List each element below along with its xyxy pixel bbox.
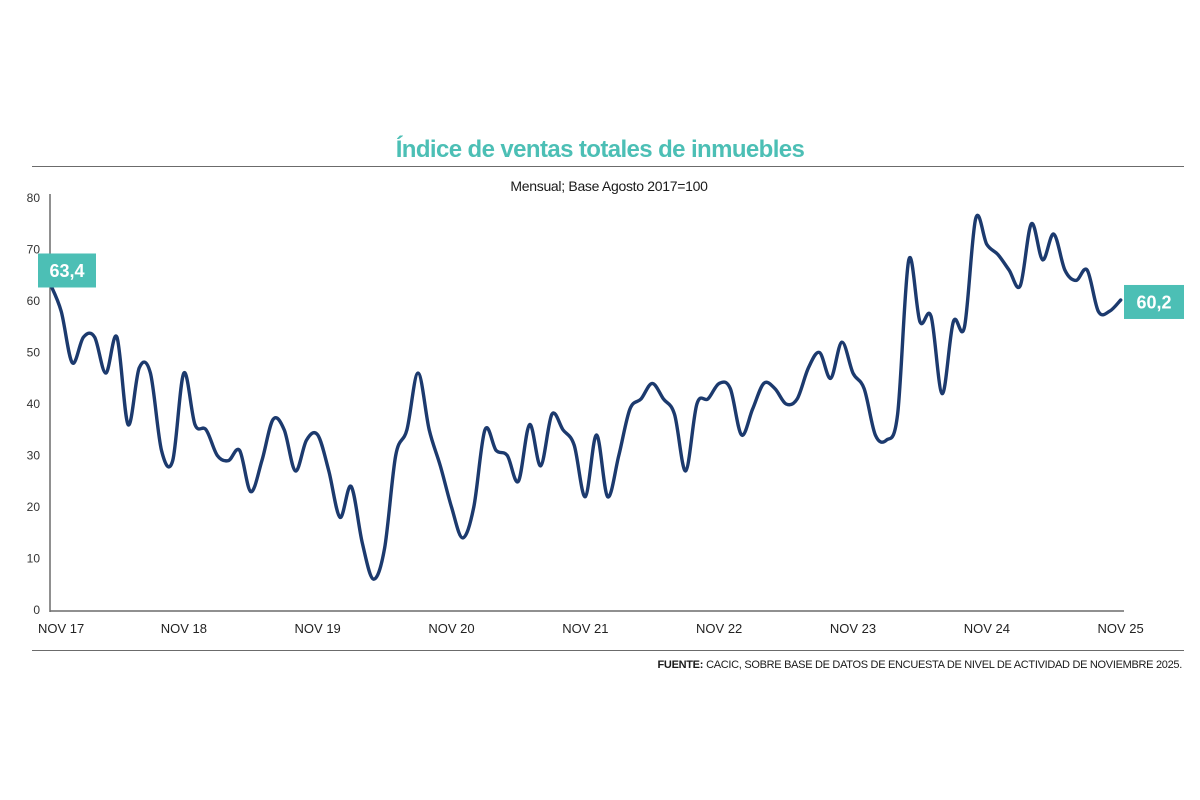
top-rule [32, 166, 1184, 167]
x-tick-label: NOV 22 [696, 621, 742, 636]
y-tick-label: 80 [27, 191, 41, 205]
y-tick-label: 30 [27, 449, 41, 463]
chart-callouts: 63,4 60,2 [38, 253, 1184, 319]
chart-series [48, 213, 1123, 581]
x-axis-ticks: NOV 17 NOV 18 NOV 19 NOV 20 NOV 21 NOV 22 NOV … [38, 621, 1144, 636]
x-tick-label: NOV 23 [830, 621, 876, 636]
x-tick-label: NOV 25 [1098, 621, 1144, 636]
y-tick-label: 50 [27, 346, 41, 360]
series-line [48, 213, 1123, 581]
chart-title: Índice de ventas totales de inmuebles [395, 136, 805, 163]
y-axis-ticks: 0 10 20 30 40 50 60 70 80 [27, 191, 41, 617]
bottom-rule [32, 650, 1184, 651]
y-tick-label: 40 [27, 397, 41, 411]
chart-subtitle: Mensual; Base Agosto 2017=100 [510, 178, 708, 194]
chart-axes [49, 194, 1124, 612]
y-tick-label: 60 [27, 294, 41, 308]
x-tick-label: NOV 20 [428, 621, 474, 636]
x-tick-label: NOV 19 [295, 621, 341, 636]
y-tick-label: 0 [33, 603, 40, 617]
x-tick-label: NOV 24 [964, 621, 1010, 636]
x-tick-label: NOV 17 [38, 621, 84, 636]
value-callout-box [1124, 284, 1184, 319]
y-tick-label: 20 [27, 500, 41, 514]
source-label: FUENTE: [657, 659, 704, 671]
x-tick-label: NOV 18 [161, 621, 207, 636]
source-text: CACIC, SOBRE BASE DE DATOS DE ENCUESTA D… [706, 659, 1182, 671]
value-callout-label: 63,4 [49, 261, 84, 281]
y-tick-label: 70 [27, 243, 41, 257]
source-note: FUENTE: CACIC, SOBRE BASE DE DATOS DE ENC… [658, 659, 1183, 671]
value-callout-box [38, 253, 96, 288]
y-tick-label: 10 [27, 552, 41, 566]
value-callout-label: 60,2 [1136, 292, 1171, 312]
x-tick-label: NOV 21 [562, 621, 608, 636]
